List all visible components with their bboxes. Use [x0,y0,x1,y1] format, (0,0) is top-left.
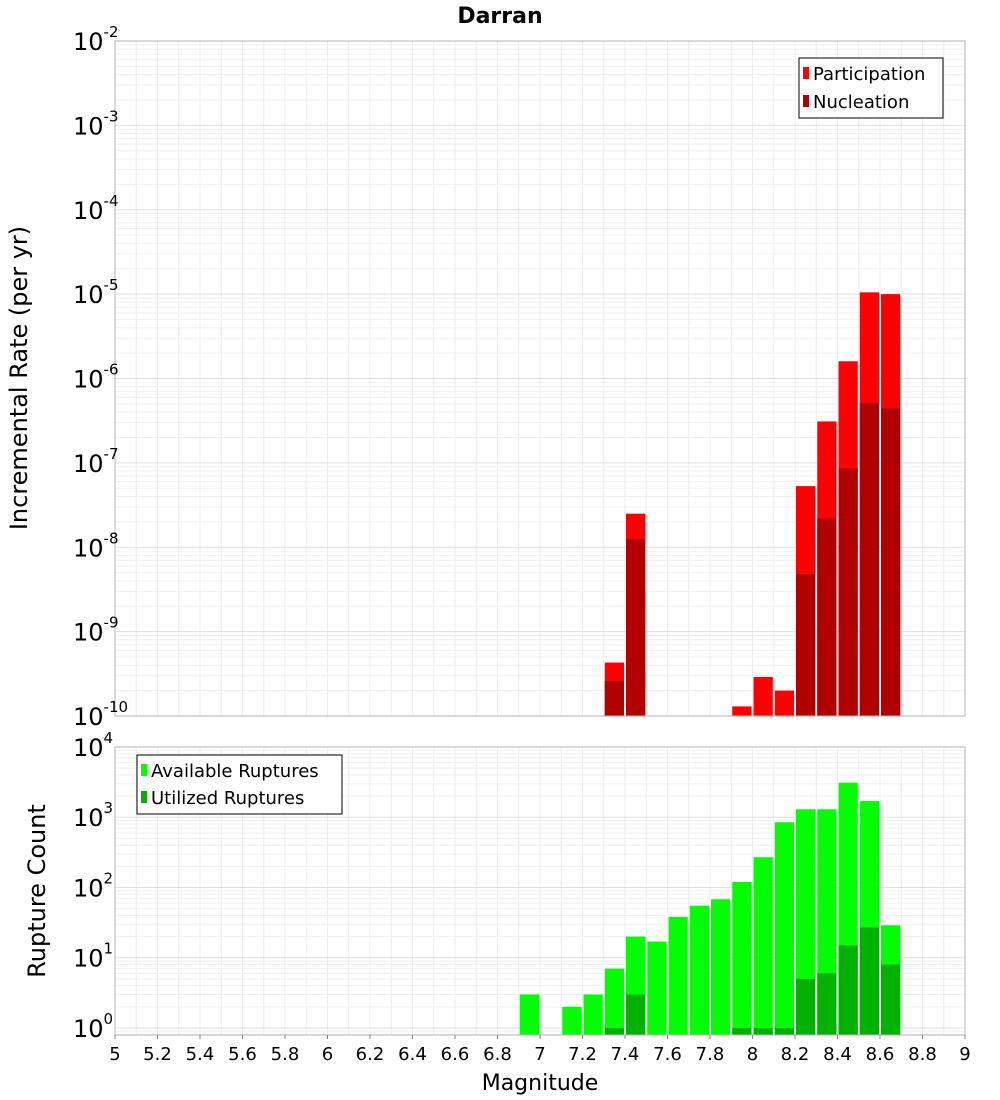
x-tick-label: 7.4 [611,1044,640,1065]
bar-participation [732,706,752,716]
y-tick-label: 10-4 [73,192,119,225]
y-tick-label: 100 [73,1010,113,1043]
bar-utilized-ruptures [604,1027,624,1035]
x-tick-label: 6.2 [356,1044,385,1065]
top-legend: Participation Nucleation [798,57,944,119]
legend-swatch-participation [803,67,809,79]
bar-available-ruptures [732,881,752,1035]
bottom-panel: 100 101 102 103 104 5 5.2 5.4 5.6 5.8 6 6.2 6.4 6.6 6… [23,729,971,1096]
x-tick-label: 5.6 [228,1044,257,1065]
bar-available-ruptures [689,905,709,1035]
y-tick-label: 104 [73,729,113,762]
legend-label-utilized-ruptures: Utilized Ruptures [151,788,304,809]
bar-available-ruptures [796,809,816,1035]
top-y-ticks: 10-10 10-9 10-8 10-7 10-6 10-5 10-4 10-3 10-2 [73,23,128,731]
y-tick-label: 10-2 [73,23,119,56]
legend-swatch-nucleation [803,95,809,107]
y-tick-label: 103 [73,799,113,832]
y-tick-label: 10-7 [73,445,119,478]
x-tick-label: 8.6 [866,1044,895,1065]
bottom-legend-box [136,754,343,815]
x-tick-label: 7.6 [653,1044,682,1065]
top-y-axis-label: Incremental Rate (per yr) [5,226,33,530]
bottom-x-ticks: 5 5.2 5.4 5.6 5.8 6 6.2 6.4 6.6 6.8 7 7.2 7.4 7.6 7.8 8… [109,1035,971,1065]
bar-available-ruptures [711,899,731,1035]
y-tick-label: 102 [73,869,113,902]
bar-nucleation [838,468,858,716]
bar-utilized-ruptures [817,973,837,1035]
bar-participation [774,690,794,716]
bar-nucleation [817,518,837,716]
x-tick-label: 6.8 [483,1044,512,1065]
y-tick-label: 10-10 [73,698,128,731]
x-tick-label: 5 [109,1044,120,1065]
bottom-y-ticks: 100 101 102 103 104 [73,729,113,1043]
bar-available-ruptures [647,941,667,1035]
x-tick-label: 7.8 [696,1044,725,1065]
bar-utilized-ruptures [796,978,816,1035]
x-tick-label: 7.2 [568,1044,597,1065]
legend-label-participation: Participation [813,64,925,85]
top-plot-frame [114,40,966,717]
y-tick-label: 10-6 [73,361,119,394]
bar-available-ruptures [583,994,603,1035]
bar-utilized-ruptures [774,1027,794,1035]
y-tick-label: 10-3 [73,107,119,140]
bar-utilized-ruptures [753,1027,773,1035]
bottom-y-axis-label: Rupture Count [23,804,51,978]
y-tick-label: 10-9 [73,614,119,647]
x-tick-label: 8.8 [908,1044,937,1065]
bottom-legend: Available Ruptures Utilized Ruptures [136,754,343,815]
x-tick-label: 6.4 [398,1044,427,1065]
bar-available-ruptures [604,968,624,1035]
legend-swatch-utilized-ruptures [141,791,147,803]
bar-participation [753,676,773,716]
bar-available-ruptures [774,822,794,1035]
bar-utilized-ruptures [859,927,879,1035]
bar-nucleation [881,408,901,716]
y-tick-label: 101 [73,940,113,973]
top-legend-box [798,57,944,119]
bar-utilized-ruptures [626,994,646,1035]
chart-title: Darran [457,4,542,29]
bar-nucleation [604,680,624,716]
top-bars [604,292,901,716]
x-tick-label: 8 [747,1044,758,1065]
bar-available-ruptures [562,1006,582,1035]
x-tick-label: 8.2 [781,1044,810,1065]
legend-swatch-available-ruptures [141,764,147,776]
legend-label-available-ruptures: Available Ruptures [151,761,319,782]
x-tick-label: 6 [322,1044,333,1065]
x-tick-label: 6.6 [441,1044,470,1065]
y-tick-label: 10-5 [73,276,119,309]
bar-nucleation [626,539,646,716]
top-panel: 10-10 10-9 10-8 10-7 10-6 10-5 10-4 10-3 10-2 In… [5,23,966,731]
x-tick-label: 7 [534,1044,545,1065]
x-tick-label: 5.8 [271,1044,300,1065]
bar-utilized-ruptures [838,945,858,1035]
x-tick-label: 8.4 [823,1044,852,1065]
bottom-grid [114,747,966,1036]
bar-available-ruptures [668,917,688,1035]
bottom-bars [519,782,901,1035]
x-tick-label: 5.4 [186,1044,215,1065]
bar-available-ruptures [753,857,773,1035]
y-tick-label: 10-8 [73,529,119,562]
legend-label-nucleation: Nucleation [813,92,909,113]
bar-utilized-ruptures [881,964,901,1035]
bar-available-ruptures [519,994,539,1035]
bar-nucleation [859,403,879,716]
x-axis-label: Magnitude [482,1071,599,1096]
bar-utilized-ruptures [732,1027,752,1035]
top-grid [114,41,966,717]
x-tick-label: 5.2 [143,1044,172,1065]
x-tick-label: 9 [959,1044,970,1065]
bar-nucleation [796,574,816,716]
